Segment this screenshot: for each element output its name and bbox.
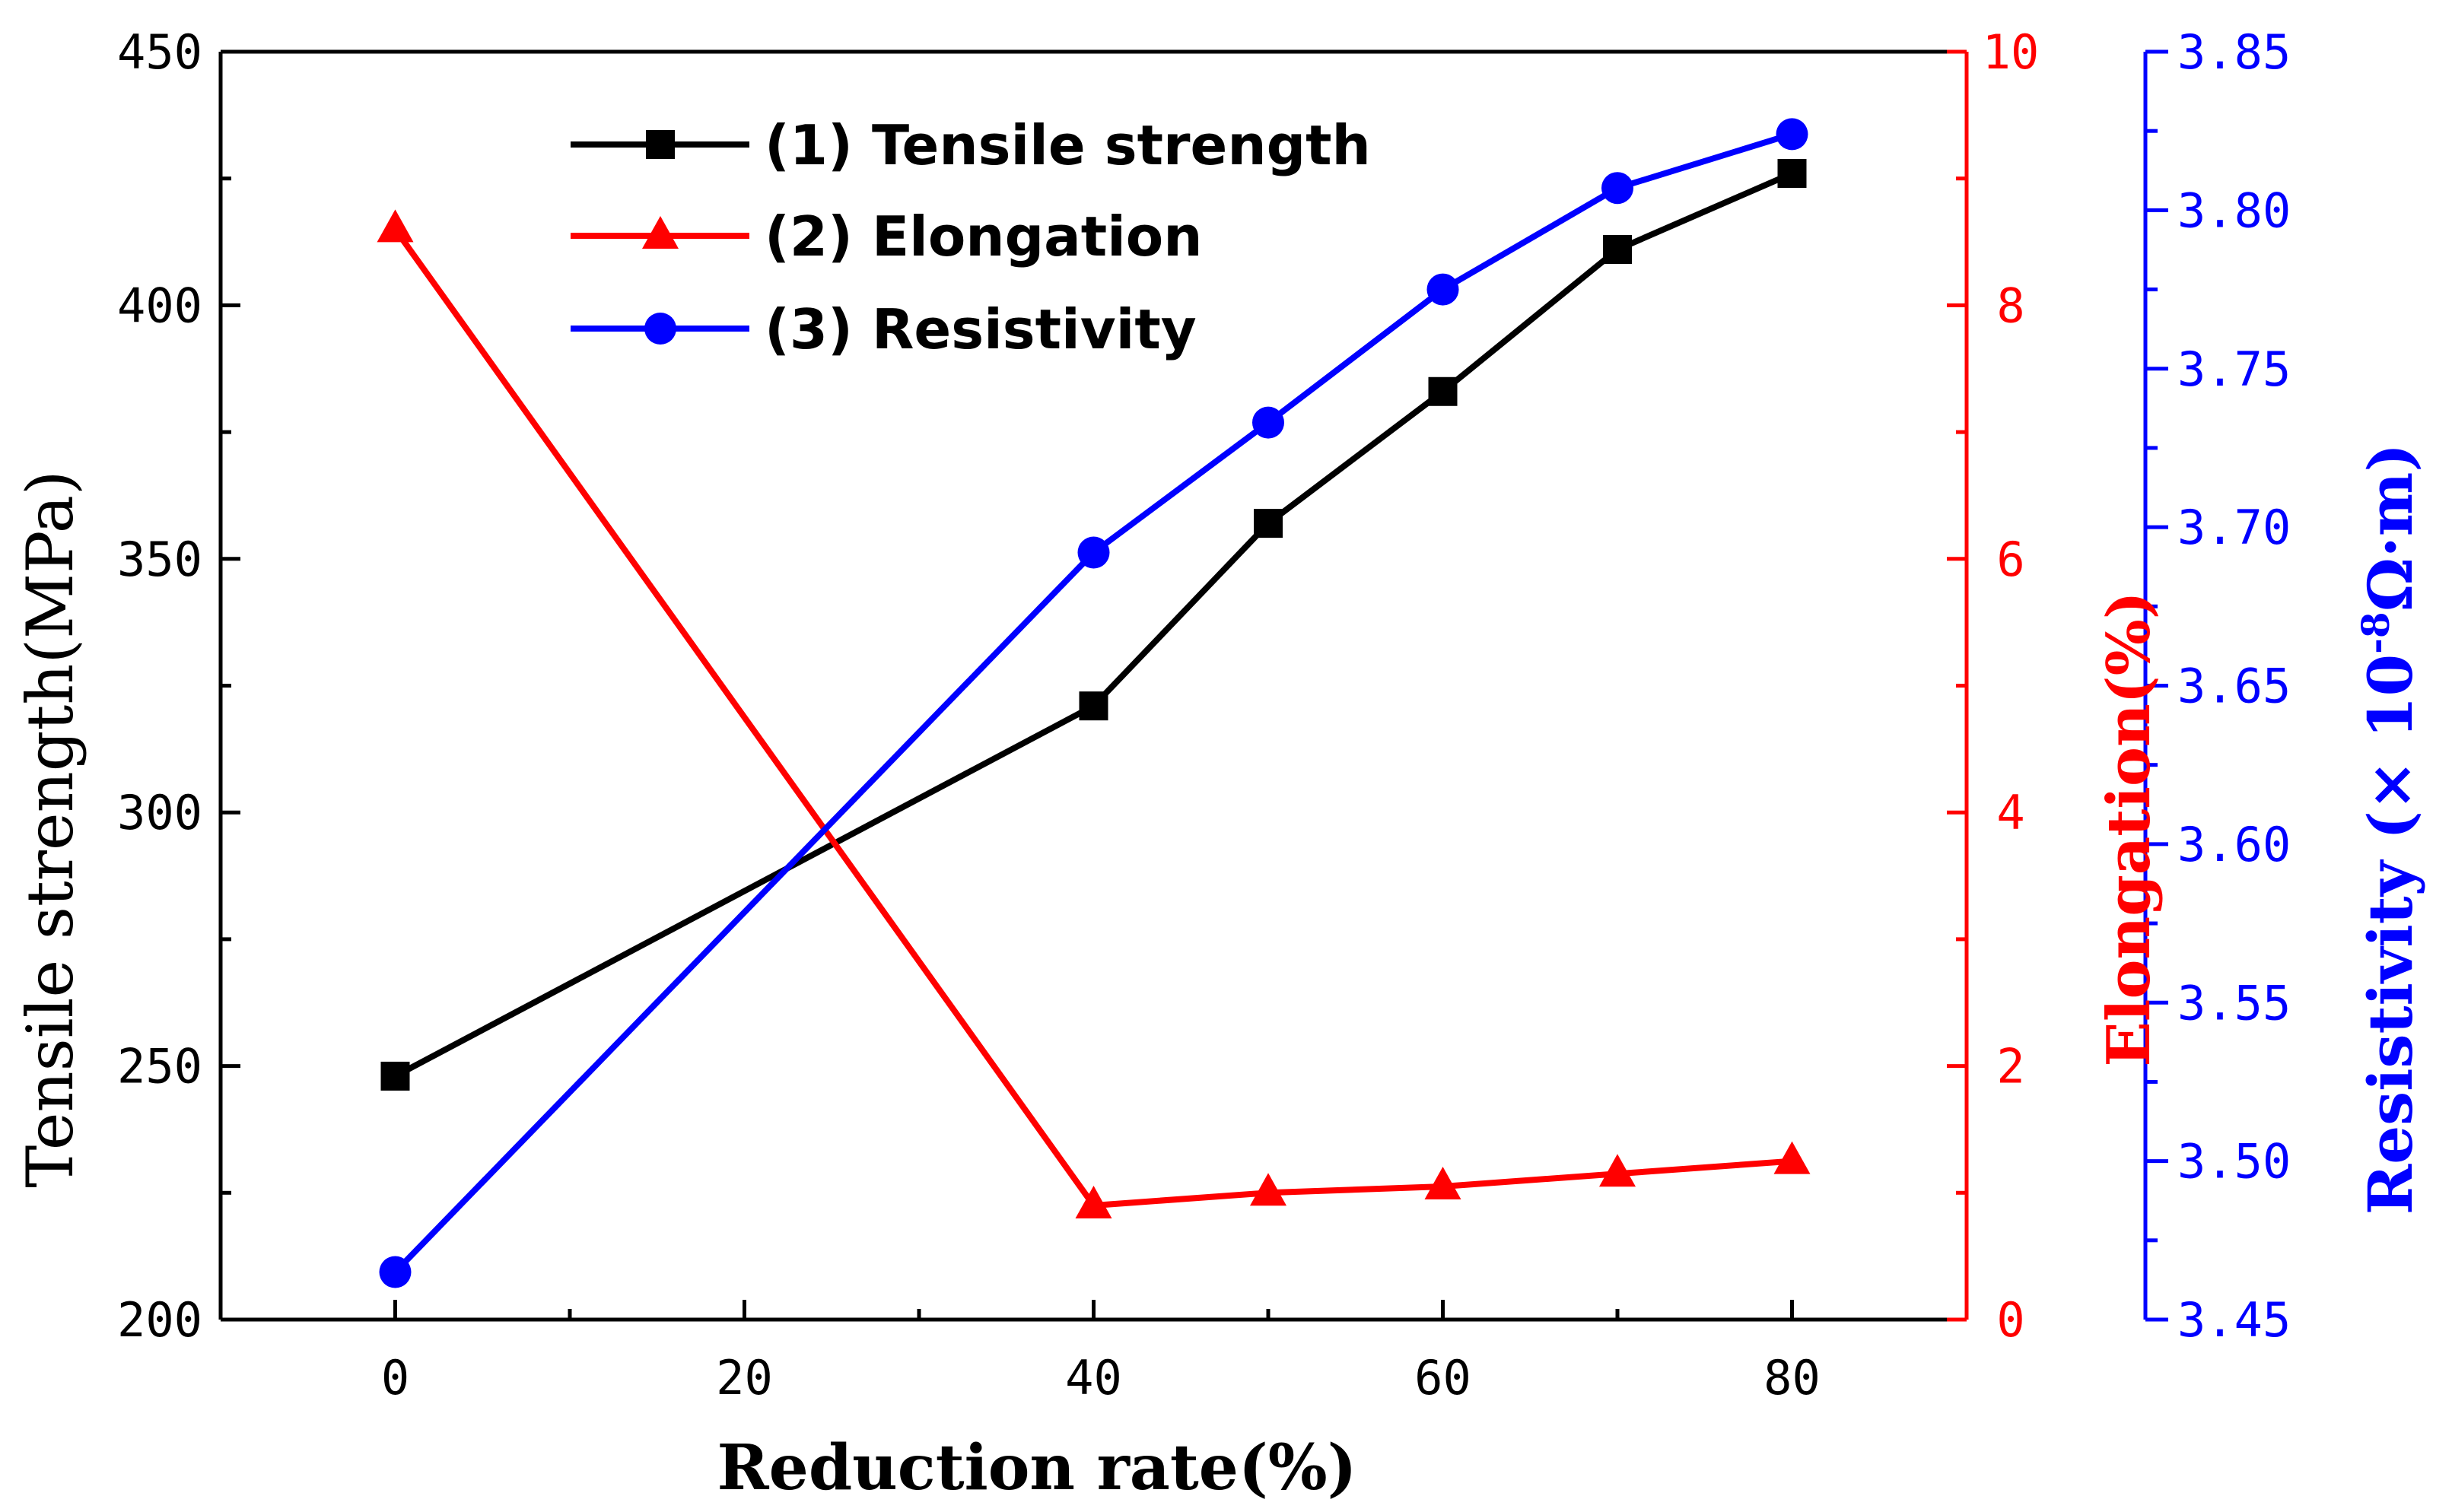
elongation-line (393, 227, 1792, 1209)
tensile-strength-point (1603, 235, 1632, 265)
elongation-point (1599, 1154, 1636, 1187)
x-axis-label: Reduction rate(%) (717, 1431, 1357, 1504)
resistivity-point (1601, 172, 1633, 205)
resistivity-tick-label: 3.50 (2177, 1134, 2291, 1190)
elongation-point (1424, 1166, 1461, 1199)
resistivity-point (1776, 118, 1808, 151)
elongation-point (1075, 1185, 1112, 1218)
resistivity-label-tail: Ω·m) (2355, 443, 2426, 612)
elongation-tick-label: 8 (1996, 278, 2024, 333)
elongation-tick-label: 6 (1996, 532, 2024, 587)
left-tick-label: 350 (117, 532, 202, 587)
elongation-tick-label: 2 (1996, 1039, 2024, 1094)
left-tick-label: 450 (117, 24, 202, 80)
x-tick-label: 80 (1763, 1350, 1821, 1406)
x-tick-label: 20 (716, 1350, 773, 1406)
legend-tensile-strength-label: (1) Tensile strength (765, 113, 1371, 177)
elongation-point (1250, 1173, 1286, 1206)
legend-resistivity-label: (3) Resistivity (765, 297, 1197, 361)
tensile-strength-point (380, 1061, 410, 1091)
resistivity-tick-label: 3.45 (2177, 1292, 2291, 1348)
resistivity-point (1077, 536, 1110, 569)
y-axis-label-resistivity: Resistivity (× 10-8Ω·m) (2353, 443, 2426, 1215)
tensile-strength-line (393, 170, 1794, 1079)
elongation-tick-label: 0 (1996, 1292, 2024, 1348)
left-tick-label: 400 (117, 278, 202, 333)
resistivity-tick-label: 3.65 (2177, 659, 2291, 714)
resistivity-tick-label: 3.85 (2177, 24, 2291, 80)
resistivity-label-sup: -8 (2353, 611, 2398, 654)
y-axis-label-tensile: Tensile strength(MPa) (13, 470, 87, 1187)
x-tick-label: 0 (381, 1350, 409, 1406)
left-tick-label: 250 (117, 1039, 202, 1094)
elongation-tick-label: 10 (1983, 24, 2040, 80)
x-tick-label: 60 (1414, 1350, 1471, 1406)
legend: (1) Tensile strength (2) Elongation (3) Re… (571, 113, 1371, 361)
tensile-strength-point (1254, 509, 1283, 538)
tensile-strength-point (1428, 376, 1458, 406)
resistivity-tick-label: 3.60 (2177, 817, 2291, 872)
legend-resistivity-marker (644, 313, 676, 345)
y-axis-label-elongation: Elongation(%) (2094, 591, 2164, 1066)
resistivity-point (1252, 406, 1284, 439)
legend-tensile-strength-marker (646, 130, 675, 159)
left-tick-label: 200 (117, 1292, 202, 1348)
elongation-tick-label: 4 (1996, 785, 2024, 840)
left-tick-label: 300 (117, 785, 202, 840)
tensile-strength-point (1777, 159, 1807, 189)
resistivity-tick-label: 3.55 (2177, 975, 2291, 1031)
tensile-strength-point (1079, 691, 1108, 721)
resistivity-tick-label: 3.80 (2177, 183, 2291, 238)
x-tick-label: 40 (1065, 1350, 1122, 1406)
elongation-point (1773, 1141, 1811, 1174)
legend-elongation-label: (2) Elongation (765, 205, 1203, 268)
series-layer (377, 118, 1811, 1288)
resistivity-tick-label: 3.75 (2177, 341, 2291, 397)
resistivity-point (1426, 273, 1459, 306)
axes-layer: 0 20 40 60 80 200 250 300 350 400 450 0 2 4 6 8 10 3.45 3.… (117, 24, 2291, 1406)
legend-elongation-marker (642, 216, 679, 249)
elongation-point (377, 209, 414, 243)
resistivity-point (379, 1256, 412, 1288)
resistivity-tick-label: 3.70 (2177, 500, 2291, 555)
resistivity-label-main: Resistivity (× 10 (2355, 654, 2426, 1215)
resistivity-line (393, 131, 1793, 1275)
